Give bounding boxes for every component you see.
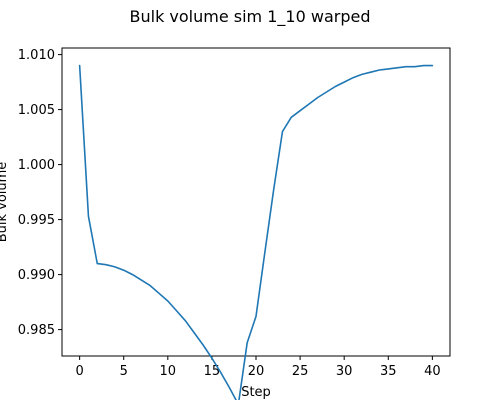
y-tick-label: 1.010 — [18, 48, 55, 63]
y-tick-label: 0.985 — [18, 323, 55, 338]
y-axis-label: Bulk volume — [0, 162, 10, 243]
x-tick-label: 20 — [248, 364, 265, 379]
plot-frame — [61, 47, 451, 357]
chart-title: Bulk volume sim 1_10 warped — [130, 7, 371, 27]
x-axis-label: Step — [241, 385, 271, 400]
y-tick-label: 0.995 — [18, 213, 55, 228]
x-tick-label: 40 — [424, 364, 441, 379]
x-tick-label: 10 — [160, 364, 177, 379]
x-tick-label: 0 — [75, 364, 83, 379]
x-tick-label: 30 — [336, 364, 353, 379]
x-tick-label: 25 — [292, 364, 309, 379]
series-line — [78, 64, 434, 400]
y-tick-label: 1.005 — [18, 103, 55, 118]
x-tick-label: 5 — [120, 364, 128, 379]
y-tick-label: 1.000 — [18, 158, 55, 173]
y-tick-label: 0.990 — [18, 268, 55, 283]
x-tick-label: 35 — [380, 364, 397, 379]
x-axis: 0 5 10 15 20 25 30 35 40 — [75, 356, 441, 379]
x-tick-label: 15 — [204, 364, 221, 379]
y-axis: 0.985 0.990 0.995 1.000 1.005 1.010 — [18, 48, 62, 338]
plot-series — [78, 64, 434, 400]
